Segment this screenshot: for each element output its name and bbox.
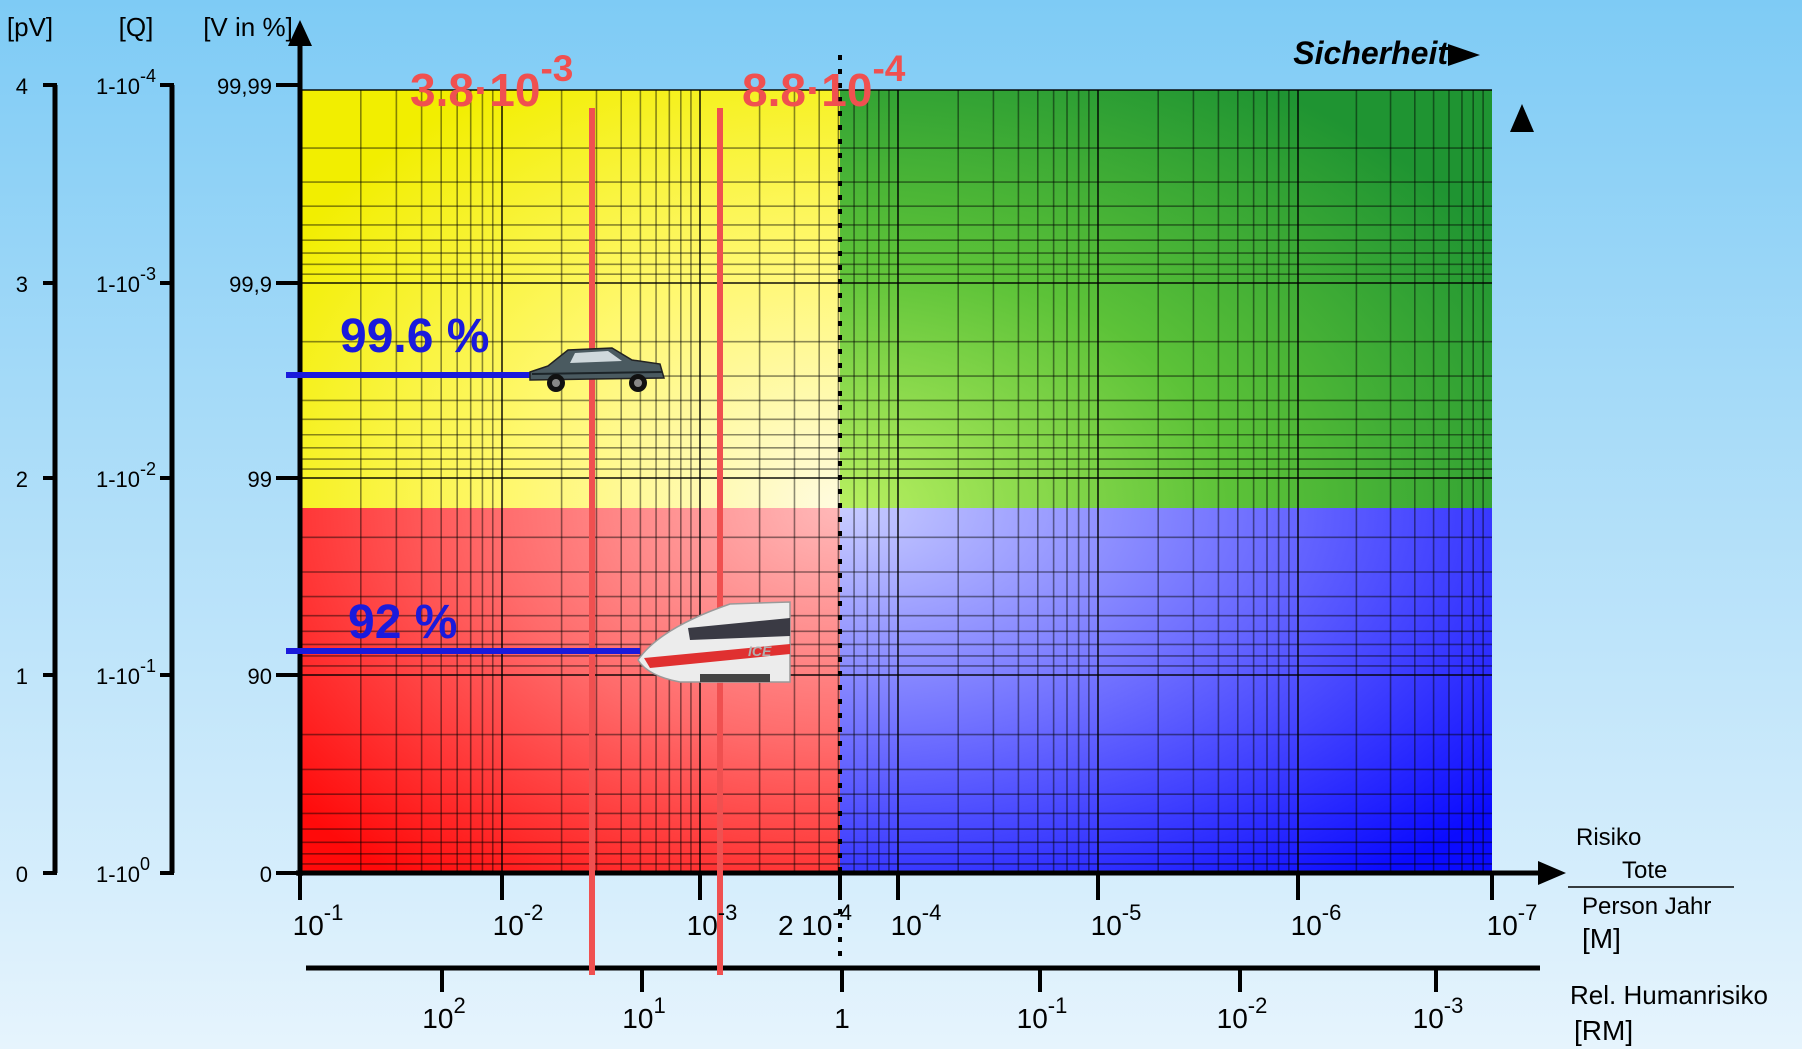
risk-unit: [M] [1582, 923, 1621, 954]
risk-tick-label: 10-2 [493, 900, 544, 941]
labels: [pV] 4 3 2 1 0 [Q] 1-10-4 1-10-3 1-10-2 1-10-1 1-10… [7, 12, 1768, 1046]
risk-tick-label: 2 10-4 [778, 900, 852, 941]
pv-tick-label: 4 [16, 74, 28, 99]
rel-tick-label: 102 [422, 993, 465, 1034]
v-tick-label: 90 [248, 664, 272, 689]
q-tick-label: 1-10-4 [96, 66, 156, 99]
rel-unit: [RM] [1574, 1015, 1633, 1046]
car-image [529, 347, 665, 392]
risk-tick-label: 10-4 [891, 900, 942, 941]
risk-axis-label: Risiko [1576, 824, 1641, 851]
rel-tick-label: 10-2 [1217, 993, 1268, 1034]
v-unit: [V in %] [203, 12, 293, 42]
quadrant-yellow [300, 90, 840, 508]
level-label: 92 % [348, 596, 457, 649]
quadrant-green [840, 90, 1492, 508]
risk-tick-label: 10-3 [687, 900, 738, 941]
quadrants [300, 90, 1492, 873]
v-tick-label: 0 [260, 862, 272, 887]
pv-tick-label: 3 [16, 272, 28, 297]
pv-unit: [pV] [7, 12, 53, 42]
risk-axis-arrow-icon [1538, 861, 1566, 885]
marker-label: 3.8·10-3 [410, 48, 573, 116]
rel-tick-label: 10-3 [1413, 993, 1464, 1034]
log-grid [299, 89, 1492, 873]
q-tick-label: 1-10-2 [96, 459, 156, 492]
rel-axis-label: Rel. Humanrisiko [1570, 980, 1768, 1010]
pv-tick-label: 0 [16, 862, 28, 887]
q-unit: [Q] [119, 12, 154, 42]
q-tick-label: 1-10-1 [96, 656, 156, 689]
pv-tick-label: 1 [16, 664, 28, 689]
rel-tick-label: 1 [834, 1003, 850, 1034]
svg-text:ICE: ICE [748, 643, 772, 659]
risk-tick-label: 10-1 [293, 900, 344, 941]
v-tick-label: 99 [248, 467, 272, 492]
v-tick-label: 99,9 [229, 272, 272, 297]
quadrant-red [300, 508, 840, 873]
marker-label: 8.8·10-4 [742, 48, 906, 116]
axes [43, 20, 1566, 992]
sicherheit-label: Sicherheit [1293, 35, 1449, 71]
risk-unit-numerator: Tote [1622, 857, 1667, 884]
risk-tick-label: 10-6 [1291, 900, 1342, 941]
v-tick-label: 99,99 [217, 74, 272, 99]
quadrant-blue [840, 508, 1492, 873]
risk-tick-label: 10-5 [1091, 900, 1142, 941]
train-image: ICE [637, 601, 791, 683]
q-tick-label: 1-100 [96, 854, 150, 887]
sicherheit-arrow-icon [1448, 44, 1480, 66]
q-tick-label: 1-10-3 [96, 264, 156, 297]
small-up-arrow-icon [1510, 104, 1534, 132]
level-label: 99.6 % [340, 310, 489, 363]
rel-tick-label: 10-1 [1017, 993, 1068, 1034]
risk-tick-label: 10-7 [1487, 900, 1538, 941]
rel-tick-label: 101 [622, 993, 665, 1034]
v-axis-arrow-icon [288, 20, 312, 46]
pv-tick-label: 2 [16, 467, 28, 492]
risk-unit-denominator: Person Jahr [1582, 893, 1711, 920]
